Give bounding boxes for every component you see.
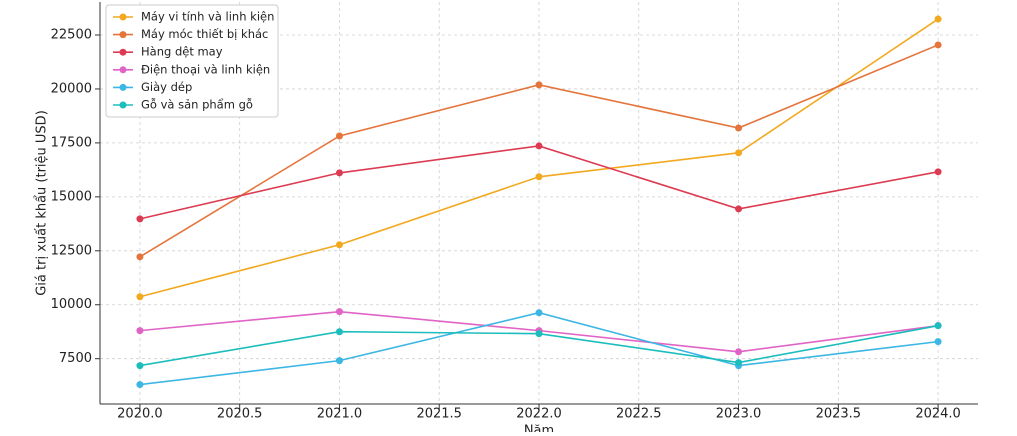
x-tick-label: 2022.0 — [516, 407, 562, 422]
data-point — [335, 357, 343, 365]
data-point — [735, 359, 743, 367]
data-point — [934, 168, 942, 176]
legend-marker — [119, 66, 127, 74]
legend-marker — [119, 83, 127, 91]
legend-box — [105, 4, 279, 118]
data-point — [136, 381, 144, 389]
data-point — [934, 41, 942, 49]
data-point — [735, 205, 743, 213]
data-point — [136, 215, 144, 223]
y-tick-label: 17500 — [51, 135, 92, 150]
x-tick-label: 2024.0 — [915, 407, 961, 422]
legend-marker — [119, 48, 127, 56]
data-point — [136, 327, 144, 335]
data-point — [335, 308, 343, 316]
y-tick-label: 10000 — [51, 297, 92, 312]
legend-marker — [119, 13, 127, 21]
legend-label: Gỗ và sản phẩm gỗ — [141, 98, 253, 112]
x-axis-label: Năm — [524, 424, 554, 433]
data-point — [335, 169, 343, 177]
legend-label: Máy móc thiết bị khác — [141, 27, 268, 41]
y-tick-label: 7500 — [59, 351, 92, 366]
x-tick-label: 2021.0 — [317, 407, 363, 422]
y-tick-label: 20000 — [51, 81, 92, 96]
data-point — [335, 328, 343, 336]
data-point — [735, 348, 743, 356]
data-point — [136, 253, 144, 261]
data-point — [934, 338, 942, 346]
data-point — [735, 149, 743, 157]
x-tick-label: 2023.0 — [716, 407, 762, 422]
x-tick-label: 2023.5 — [816, 407, 862, 422]
series-line — [139, 311, 939, 386]
data-point — [535, 142, 543, 150]
legend-label: Điện thoại và linh kiện — [141, 62, 270, 76]
data-point — [535, 309, 543, 317]
data-point — [335, 241, 343, 249]
data-point — [535, 330, 543, 338]
data-point — [934, 322, 942, 330]
x-tick-label: 2020.0 — [117, 407, 163, 422]
data-point — [535, 81, 543, 89]
legend-label: Máy vi tính và linh kiện — [141, 10, 274, 24]
legend-marker — [119, 31, 127, 39]
legend-label: Hàng dệt may — [141, 45, 223, 59]
data-point — [136, 293, 144, 301]
y-tick-label: 12500 — [51, 243, 92, 258]
legend: Máy vi tính và linh kiện Máy móc thiết bị… — [105, 4, 279, 118]
data-point — [535, 173, 543, 181]
x-tick-label: 2020.5 — [217, 407, 263, 422]
data-point — [136, 362, 144, 370]
x-tick-label: 2022.5 — [616, 407, 662, 422]
y-axis-label: Giá trị xuất khẩu (triệu USD) — [35, 110, 50, 296]
legend-marker — [119, 101, 127, 109]
data-point — [934, 15, 942, 23]
y-tick-label: 22500 — [51, 28, 92, 43]
data-point — [735, 124, 743, 132]
data-point — [335, 132, 343, 140]
legend-label: Giày dép — [141, 80, 192, 94]
y-tick-label: 15000 — [51, 189, 92, 204]
x-tick-label: 2021.5 — [416, 407, 462, 422]
